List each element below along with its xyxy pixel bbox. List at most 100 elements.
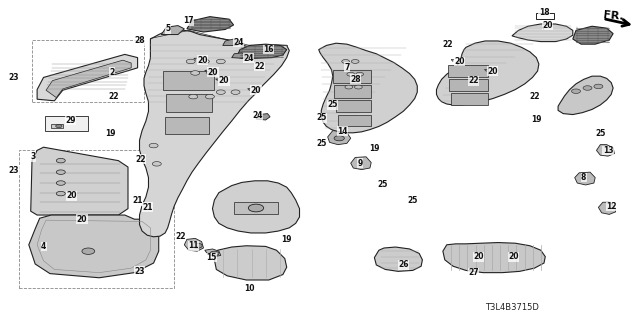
Text: 7: 7 [344,63,349,72]
Bar [19,150,174,288]
Circle shape [216,59,225,64]
Polygon shape [351,157,371,170]
Text: 28: 28 [350,75,360,84]
Text: 25: 25 [316,139,326,148]
Text: 19: 19 [281,235,291,244]
Text: 14: 14 [337,127,348,136]
Polygon shape [573,26,613,44]
Polygon shape [212,181,300,233]
Text: 24: 24 [252,111,262,120]
Polygon shape [558,76,613,115]
Text: 11: 11 [188,241,198,250]
Text: FR.: FR. [603,10,624,22]
Text: 21: 21 [132,196,143,205]
Polygon shape [187,17,234,32]
Text: 22: 22 [443,40,453,49]
Text: 10: 10 [244,284,255,293]
Circle shape [56,124,62,128]
Text: 22: 22 [136,155,146,164]
Circle shape [594,84,603,89]
Text: 17: 17 [184,16,194,25]
Text: 19: 19 [105,129,115,138]
Polygon shape [512,24,573,42]
Circle shape [207,71,216,75]
Polygon shape [256,114,270,120]
Circle shape [572,89,580,93]
Polygon shape [161,26,184,35]
Text: 4: 4 [41,242,46,251]
Text: 25: 25 [316,113,326,122]
Circle shape [342,60,349,63]
Circle shape [355,85,362,89]
Text: 22: 22 [468,76,479,85]
Polygon shape [205,249,221,257]
Circle shape [56,170,65,174]
Bar [163,71,214,90]
Text: 3: 3 [31,152,36,161]
Polygon shape [214,246,287,280]
Bar [338,115,371,126]
Text: 26: 26 [398,260,408,269]
Circle shape [56,191,65,196]
Text: 20: 20 [219,76,229,85]
Text: 23: 23 [9,73,19,82]
Bar [333,70,371,83]
Bar [234,202,278,214]
Text: 27: 27 [468,268,479,277]
Polygon shape [436,41,539,105]
Polygon shape [29,215,159,278]
Text: 25: 25 [408,196,418,204]
Text: 20: 20 [488,67,498,76]
Circle shape [56,158,65,163]
Circle shape [205,94,214,99]
Text: 20: 20 [454,57,465,66]
Text: 25: 25 [595,129,605,138]
Text: 20: 20 [474,252,484,261]
Text: 25: 25 [378,180,388,189]
Bar [165,117,209,134]
Polygon shape [328,131,351,145]
Polygon shape [575,172,595,185]
Bar [448,65,488,77]
Text: 20: 20 [208,68,218,76]
Text: 5: 5 [165,24,170,33]
Polygon shape [37,54,138,101]
Polygon shape [46,60,131,98]
Text: 20: 20 [77,215,87,224]
Text: 20: 20 [508,252,518,261]
Text: 13: 13 [603,146,613,155]
Bar [451,93,488,105]
Bar [334,85,371,98]
Circle shape [191,71,200,75]
Circle shape [334,136,344,141]
Text: 9: 9 [358,159,363,168]
Text: 20: 20 [251,86,261,95]
Polygon shape [374,247,422,271]
Circle shape [583,86,592,90]
Circle shape [216,90,225,94]
Text: 15: 15 [206,253,216,262]
Text: 25: 25 [328,100,338,109]
Bar [45,116,88,131]
Circle shape [200,59,209,64]
Circle shape [192,243,202,248]
Text: 22: 22 [254,62,264,71]
Bar [32,40,144,102]
Text: 23: 23 [9,166,19,175]
Text: 2: 2 [109,68,115,76]
Circle shape [82,248,95,254]
Circle shape [248,204,264,212]
Circle shape [189,94,198,99]
Polygon shape [443,243,545,273]
Text: 22: 22 [529,92,540,101]
Text: 16: 16 [264,45,274,54]
Circle shape [56,181,65,185]
Bar [449,79,488,91]
Bar [336,100,371,112]
Text: 19: 19 [369,144,380,153]
Polygon shape [184,238,204,251]
Text: 29: 29 [65,116,76,124]
Circle shape [186,59,195,64]
Polygon shape [31,147,128,215]
Text: 22: 22 [109,92,119,101]
